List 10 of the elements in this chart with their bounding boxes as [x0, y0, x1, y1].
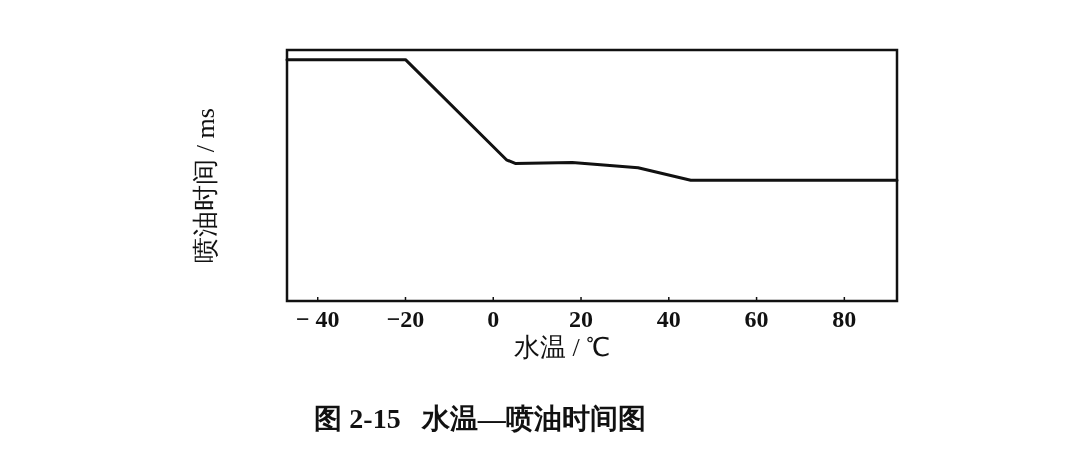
x-axis-title: 水温 / ℃	[513, 333, 611, 362]
x-tick-label: 20	[569, 306, 594, 332]
x-tick-label: 0	[487, 306, 500, 332]
x-tick-label: 80	[832, 306, 857, 332]
x-tick-label: 60	[744, 306, 769, 332]
text: 图 2-15 水温—喷油时间图	[314, 403, 646, 434]
y-axis-title: 喷油时间 / ms	[191, 108, 220, 263]
x-tick-label: 40	[656, 306, 681, 332]
x-tick-label: − 40	[295, 306, 340, 332]
x-tick-label: −20	[386, 306, 425, 332]
